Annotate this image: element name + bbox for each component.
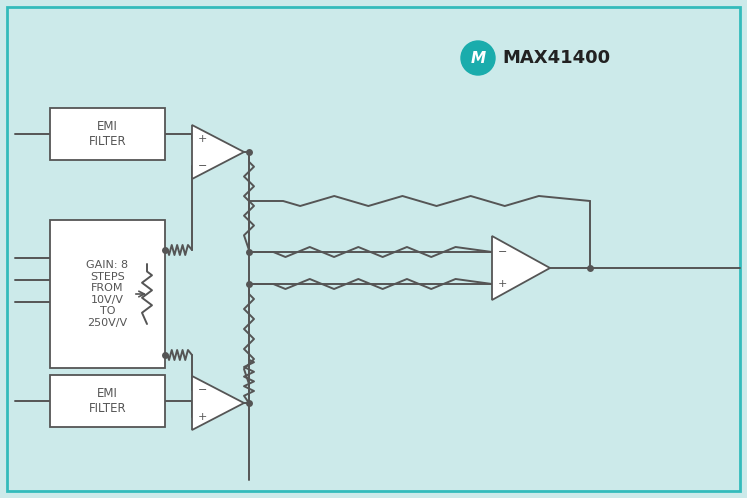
Polygon shape [492, 236, 550, 300]
Text: +: + [498, 279, 507, 289]
Text: EMI
FILTER: EMI FILTER [89, 120, 126, 148]
Polygon shape [192, 125, 244, 179]
Text: −: − [498, 247, 507, 257]
Polygon shape [192, 376, 244, 430]
Bar [50, 375, 165, 427]
Text: MAX41400: MAX41400 [502, 49, 610, 67]
Text: EMI
FILTER: EMI FILTER [89, 387, 126, 415]
Bar [50, 108, 165, 160]
Text: −: − [198, 384, 208, 394]
Text: +: + [198, 133, 208, 143]
Circle shape [461, 41, 495, 75]
Text: −: − [198, 160, 208, 170]
Text: +: + [198, 411, 208, 421]
Text: M: M [471, 50, 486, 66]
Text: GAIN: 8
STEPS
FROM
10V/V
TO
250V/V: GAIN: 8 STEPS FROM 10V/V TO 250V/V [87, 260, 128, 328]
Bar [50, 220, 165, 368]
